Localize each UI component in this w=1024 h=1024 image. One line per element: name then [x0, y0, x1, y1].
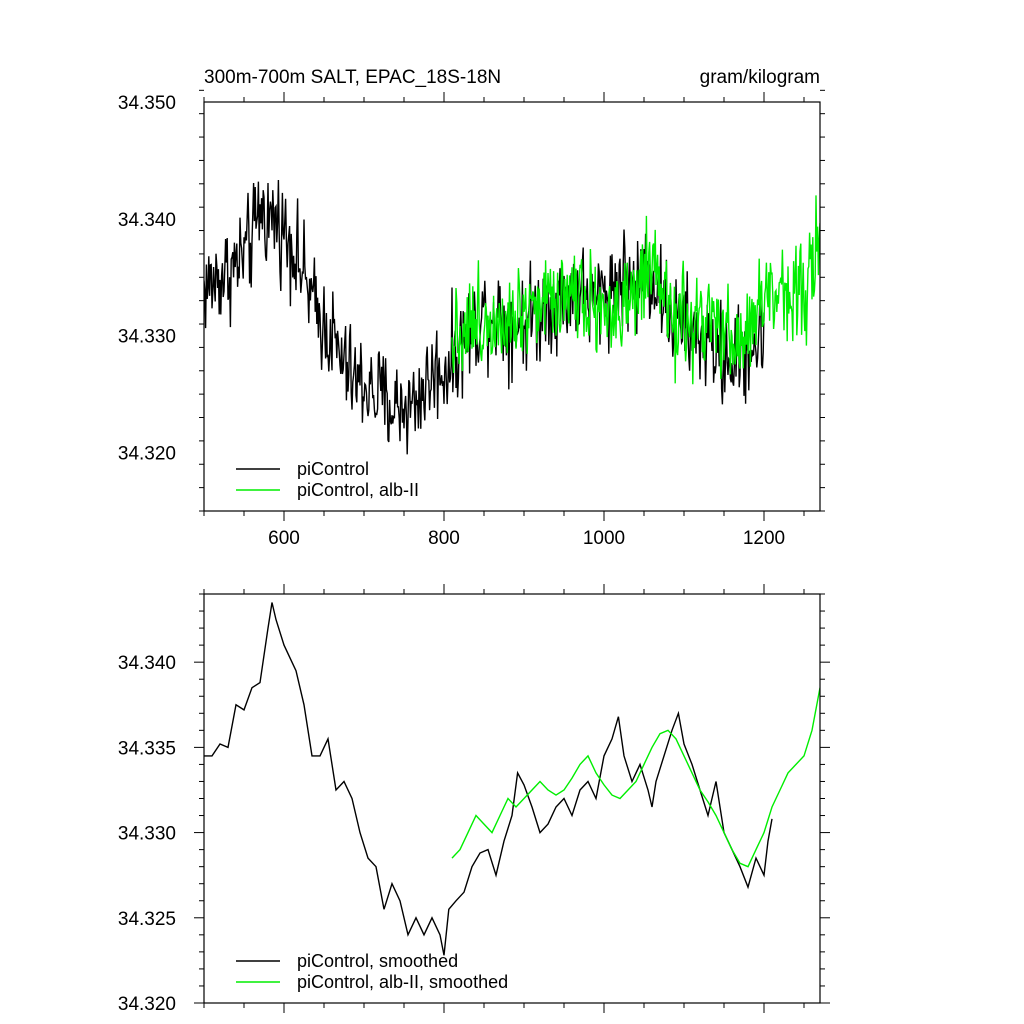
top-ytick-label: 34.350: [118, 93, 176, 114]
top-axes: 600 800 1000 1200 34.320 34.330 34.340 34.350: [118, 89, 825, 549]
bottom-ytick-label: 34.325: [118, 909, 176, 930]
top-ytick-label: 34.330: [118, 327, 176, 348]
top-title-left: 300m-700m SALT, EPAC_18S-18N: [204, 67, 501, 88]
top-ytick-label: 34.320: [118, 444, 176, 465]
top-ytick-label: 34.340: [118, 210, 176, 231]
top-series-0-line: [204, 179, 765, 455]
top-series-group: [204, 179, 820, 455]
top-series-1-line: [451, 195, 820, 385]
bottom-plot-frame: [203, 593, 821, 1004]
top-legend-label-alb: piControl, alb-II: [297, 480, 419, 500]
bottom-ytick-label: 34.330: [118, 824, 176, 845]
top-title-right: gram/kilogram: [700, 67, 820, 88]
top-xtick-label: 1000: [583, 528, 625, 549]
top-legend: piControl piControl, alb-II: [236, 459, 419, 500]
top-xtick-label: 600: [268, 528, 300, 549]
top-plot-frame: [203, 101, 821, 512]
top-xtick-label: 1200: [743, 528, 785, 549]
bottom-legend-label-alb-smoothed: piControl, alb-II, smoothed: [297, 972, 508, 992]
top-panel: 300m-700m SALT, EPAC_18S-18N gram/kilogr…: [118, 67, 825, 549]
bottom-ytick-label: 34.335: [118, 738, 176, 759]
top-xtick-label: 800: [428, 528, 460, 549]
bottom-panel: 34.320 34.325 34.330 34.335 34.340 piControl…: [118, 584, 830, 1015]
bottom-legend-label-smoothed: piControl, smoothed: [297, 951, 458, 971]
bottom-ytick-label: 34.320: [118, 994, 176, 1015]
bottom-axes: 34.320 34.325 34.330 34.335 34.340: [118, 584, 830, 1015]
bottom-legend: piControl, smoothed piControl, alb-II, s…: [236, 951, 508, 992]
bottom-series-0-line: [204, 602, 773, 956]
top-legend-label-picontrol: piControl: [297, 459, 369, 479]
bottom-series-1-line: [451, 687, 820, 868]
bottom-ytick-label: 34.340: [118, 653, 176, 674]
bottom-series-group: [204, 602, 820, 956]
